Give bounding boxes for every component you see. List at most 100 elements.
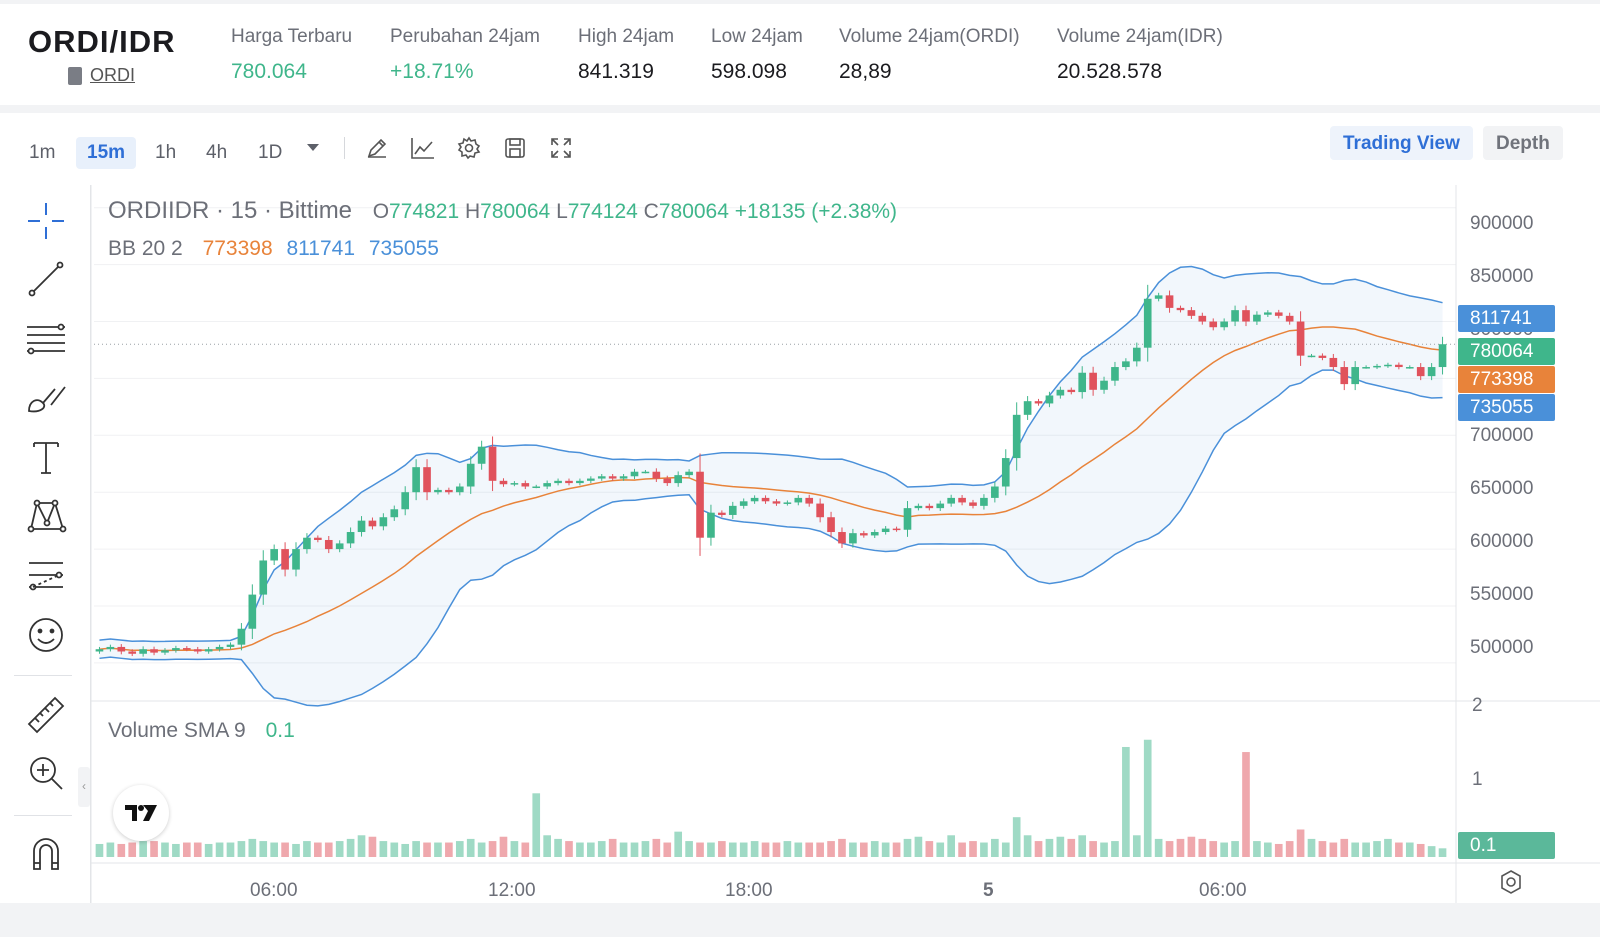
emoji-icon[interactable] — [24, 613, 68, 657]
volume-tag: 0.1 — [1458, 832, 1555, 859]
volume-bar — [718, 841, 726, 857]
indicators-icon[interactable] — [408, 133, 438, 163]
volume-bar — [750, 841, 759, 857]
volume-bar — [707, 842, 715, 857]
forecast-icon[interactable] — [24, 553, 68, 597]
volume-bar — [543, 835, 551, 857]
timeframe-15m[interactable]: 15m — [76, 137, 137, 169]
fullscreen-icon[interactable] — [546, 133, 576, 163]
volume-bar — [1154, 838, 1163, 857]
candle-body — [106, 646, 115, 650]
volume-bar — [1165, 841, 1174, 857]
pattern-icon[interactable] — [24, 493, 68, 537]
candle-body — [925, 505, 934, 509]
coin-link[interactable]: ORDI — [68, 65, 135, 86]
ruler-icon[interactable] — [24, 693, 68, 737]
volume-bar — [685, 841, 693, 857]
tab-trading-view[interactable]: Trading View — [1330, 126, 1473, 160]
candle-body — [543, 483, 551, 487]
time-axis-label: 12:00 — [488, 880, 536, 901]
volume-bar — [117, 843, 126, 857]
volume-bar — [1329, 842, 1338, 857]
time-axis-label: 06:00 — [250, 880, 298, 901]
candle-body — [314, 537, 322, 540]
candle-body — [619, 476, 628, 479]
volume-bar — [521, 842, 530, 857]
volume-bar — [499, 836, 508, 857]
candle-body — [565, 480, 573, 484]
magnet-icon[interactable] — [24, 831, 68, 875]
candle-body — [1231, 310, 1239, 322]
pencil-icon[interactable] — [362, 133, 392, 163]
timeframe-4h[interactable]: 4h — [206, 142, 228, 163]
candle-body — [805, 497, 814, 504]
candle-body — [215, 646, 224, 650]
volume-bar — [674, 831, 683, 857]
brush-icon[interactable] — [24, 377, 68, 421]
candle-body — [1012, 414, 1021, 459]
volume-bar — [554, 838, 562, 857]
stat-label: Volume 24jam(IDR) — [1057, 26, 1223, 47]
candle-body — [445, 489, 453, 493]
candle-body — [772, 501, 781, 504]
candle-body — [696, 471, 704, 538]
chart-panel: 1m 15m 1h 4h 1D Trading View Depth — [0, 113, 1600, 903]
volume-bar — [1242, 752, 1250, 857]
candle-body — [1405, 367, 1414, 369]
collapse-toolbar-handle[interactable]: ‹ — [78, 767, 90, 807]
volume-bar — [881, 842, 890, 857]
price-chart[interactable] — [90, 185, 1600, 903]
candle-body — [466, 463, 475, 487]
candle-body — [1296, 321, 1305, 356]
save-icon[interactable] — [500, 133, 530, 163]
settings-icon[interactable] — [1498, 869, 1524, 900]
candle-body — [226, 644, 235, 647]
stat-volume-idr: Volume 24jam(IDR) 20.528.578 — [1057, 26, 1223, 84]
candle-body — [1307, 355, 1316, 358]
volume-sma-value: 0.1 — [265, 719, 295, 742]
volume-bar — [936, 842, 945, 857]
tab-depth[interactable]: Depth — [1483, 126, 1563, 160]
volume-bar — [434, 842, 442, 857]
candle-body — [379, 517, 388, 527]
chart-area[interactable]: ORDIIDR · 15 · Bittime O774821 H780064 L… — [90, 185, 1600, 903]
candle-body — [161, 650, 169, 653]
volume-bar — [772, 842, 781, 857]
time-axis-label: 5 — [983, 880, 994, 901]
candle-body — [401, 492, 410, 510]
candle-body — [1416, 367, 1425, 377]
last-price-tag: 780064 — [1458, 338, 1555, 365]
chevron-down-icon[interactable] — [298, 133, 328, 163]
volume-bar — [1067, 838, 1076, 857]
volume-bar — [150, 841, 158, 857]
volume-bar — [95, 843, 104, 857]
candle-body — [576, 480, 584, 484]
volume-bar — [1340, 838, 1349, 857]
trend-line-icon[interactable] — [24, 257, 68, 301]
volume-bar — [1285, 841, 1294, 857]
timeframe-1m[interactable]: 1m — [29, 142, 56, 163]
volume-bar — [532, 793, 541, 857]
timeframe-1d[interactable]: 1D — [258, 142, 283, 163]
candle-body — [1165, 295, 1174, 308]
gear-icon[interactable] — [454, 133, 484, 163]
volume-bar — [761, 842, 770, 857]
zoom-in-icon[interactable] — [24, 751, 68, 795]
volume-bar — [1427, 846, 1436, 857]
fib-retracement-icon[interactable] — [24, 317, 68, 361]
volume-bar — [827, 841, 835, 857]
stat-volume-ordi: Volume 24jam(ORDI) 28,89 — [839, 26, 1020, 84]
volume-bar — [1395, 842, 1403, 857]
candle-body — [281, 549, 289, 570]
volume-bar — [1416, 843, 1425, 857]
candle-body — [707, 512, 715, 538]
volume-scale-label: 2 — [1472, 695, 1483, 716]
stat-high-24h: High 24jam 841.319 — [578, 26, 674, 84]
candle-body — [1318, 355, 1327, 358]
stat-value: 20.528.578 — [1057, 60, 1163, 83]
volume-bar — [1100, 842, 1108, 857]
timeframe-1h[interactable]: 1h — [155, 142, 177, 163]
crosshair-icon[interactable] — [24, 199, 68, 243]
text-icon[interactable] — [24, 435, 68, 479]
volume-bar — [1034, 841, 1043, 857]
